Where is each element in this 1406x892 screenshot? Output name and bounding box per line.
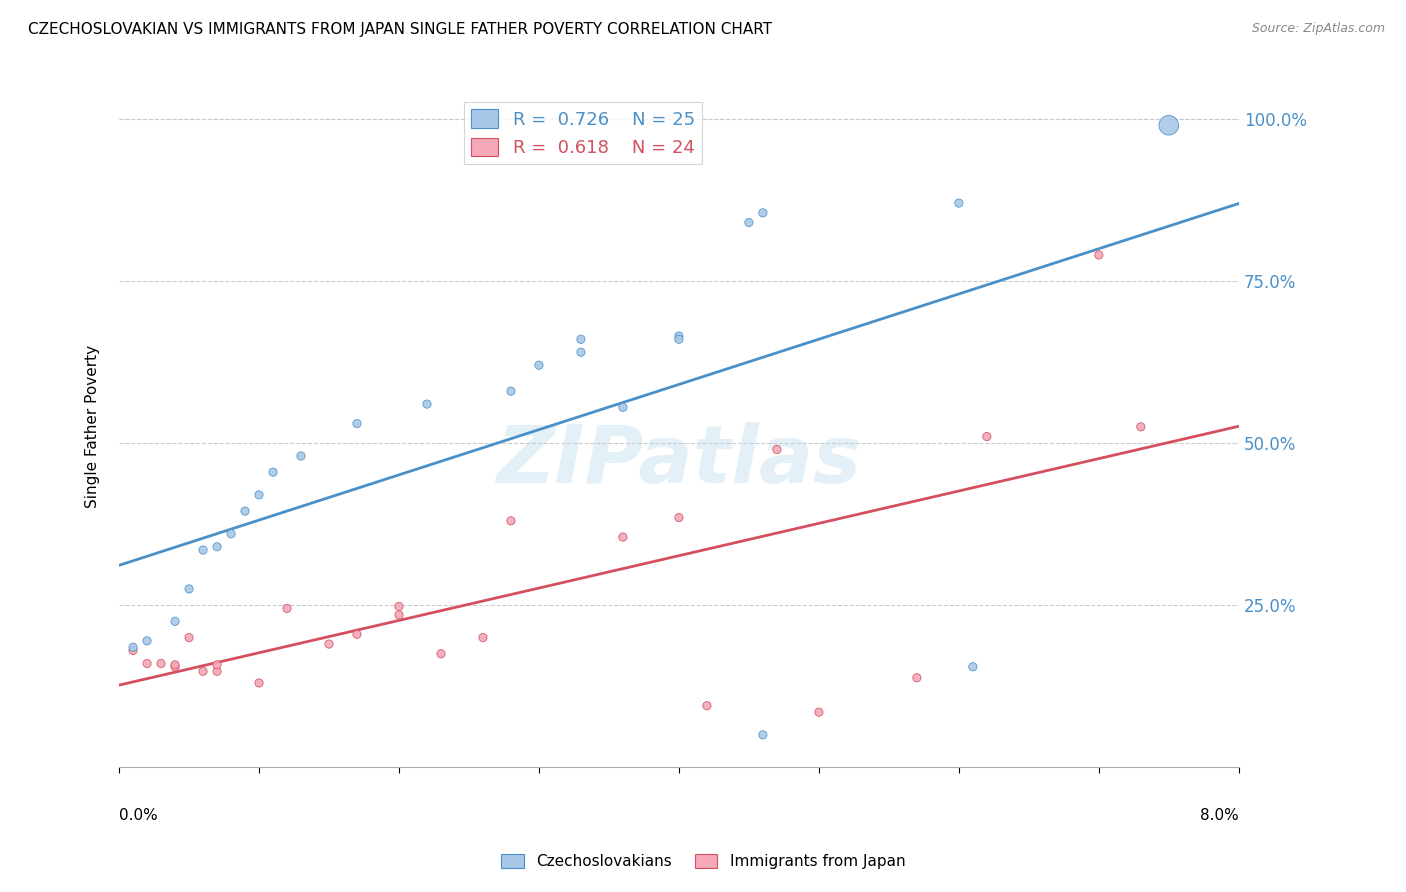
Point: [738, 215, 761, 229]
Point: [948, 196, 970, 211]
Point: [163, 659, 186, 673]
Point: [472, 631, 495, 645]
Legend: R =  0.726    N = 25, R =  0.618    N = 24: R = 0.726 N = 25, R = 0.618 N = 24: [464, 103, 702, 164]
Text: CZECHOSLOVAKIAN VS IMMIGRANTS FROM JAPAN SINGLE FATHER POVERTY CORRELATION CHART: CZECHOSLOVAKIAN VS IMMIGRANTS FROM JAPAN…: [28, 22, 772, 37]
Point: [612, 530, 634, 544]
Point: [247, 488, 270, 502]
Point: [205, 657, 228, 672]
Point: [191, 543, 214, 558]
Point: [1157, 118, 1180, 132]
Point: [1088, 248, 1111, 262]
Point: [499, 514, 522, 528]
Point: [163, 615, 186, 629]
Point: [905, 671, 928, 685]
Point: [290, 449, 312, 463]
Text: ZIPatlas: ZIPatlas: [496, 422, 862, 500]
Point: [346, 627, 368, 641]
Point: [136, 657, 159, 671]
Point: [416, 397, 439, 411]
Point: [668, 329, 690, 343]
Text: 8.0%: 8.0%: [1201, 808, 1239, 823]
Point: [177, 582, 200, 596]
Point: [318, 637, 340, 651]
Point: [136, 633, 159, 648]
Y-axis label: Single Father Poverty: Single Father Poverty: [86, 345, 100, 508]
Point: [205, 665, 228, 679]
Point: [668, 510, 690, 524]
Point: [276, 601, 298, 615]
Point: [262, 465, 284, 479]
Legend: Czechoslovakians, Immigrants from Japan: Czechoslovakians, Immigrants from Japan: [495, 848, 911, 875]
Point: [807, 705, 830, 719]
Point: [696, 698, 718, 713]
Point: [346, 417, 368, 431]
Point: [150, 657, 173, 671]
Point: [388, 599, 411, 614]
Text: Source: ZipAtlas.com: Source: ZipAtlas.com: [1251, 22, 1385, 36]
Point: [233, 504, 256, 518]
Point: [247, 676, 270, 690]
Point: [122, 640, 145, 655]
Point: [766, 442, 789, 457]
Point: [499, 384, 522, 399]
Point: [1129, 419, 1152, 434]
Point: [122, 643, 145, 657]
Text: 0.0%: 0.0%: [120, 808, 157, 823]
Point: [205, 540, 228, 554]
Point: [177, 631, 200, 645]
Point: [527, 358, 550, 372]
Point: [976, 429, 998, 443]
Point: [430, 647, 453, 661]
Point: [962, 659, 984, 673]
Point: [668, 332, 690, 346]
Point: [219, 526, 242, 541]
Point: [752, 206, 775, 220]
Point: [163, 657, 186, 672]
Point: [752, 728, 775, 742]
Point: [612, 401, 634, 415]
Point: [191, 665, 214, 679]
Point: [388, 607, 411, 622]
Point: [569, 345, 592, 359]
Point: [569, 332, 592, 346]
